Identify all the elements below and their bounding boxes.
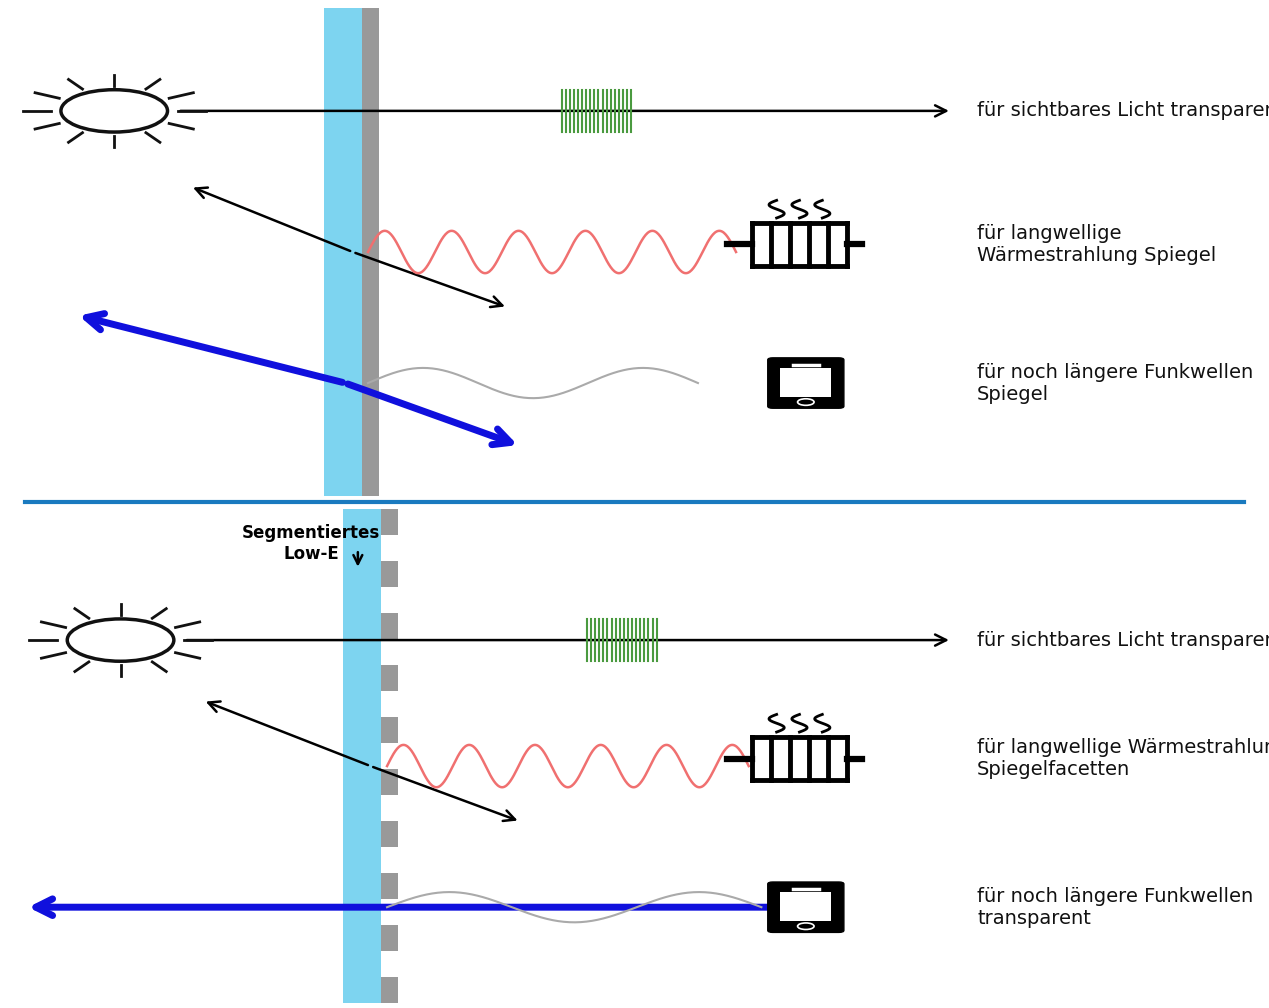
Text: für langwellige Wärmestrahlung
Spiegelfacetten: für langwellige Wärmestrahlung Spiegelfa… (977, 738, 1269, 779)
Text: für noch längere Funkwellen
transparent: für noch längere Funkwellen transparent (977, 887, 1254, 927)
Bar (381, 873, 398, 899)
FancyBboxPatch shape (768, 358, 844, 408)
Bar (381, 977, 398, 1003)
Circle shape (797, 399, 815, 405)
Text: für langwellige
Wärmestrahlung Spiegel: für langwellige Wärmestrahlung Spiegel (977, 224, 1217, 265)
Bar (381, 613, 398, 639)
Bar (324, 7, 362, 497)
Bar (780, 368, 831, 397)
Bar (381, 769, 398, 795)
Text: für sichtbares Licht transparent: für sichtbares Licht transparent (977, 631, 1269, 649)
Bar (343, 509, 381, 1003)
Circle shape (797, 923, 815, 929)
Text: Segmentiertes
Low-E: Segmentiertes Low-E (242, 524, 379, 562)
Text: für sichtbares Licht transparent: für sichtbares Licht transparent (977, 102, 1269, 120)
FancyBboxPatch shape (768, 882, 844, 932)
Bar (381, 821, 398, 847)
Bar (381, 665, 398, 691)
Bar (780, 892, 831, 921)
Text: für noch längere Funkwellen
Spiegel: für noch längere Funkwellen Spiegel (977, 363, 1254, 403)
Bar (381, 717, 398, 743)
Bar (362, 7, 379, 497)
Bar (381, 509, 398, 535)
Bar (381, 925, 398, 951)
Bar (381, 561, 398, 587)
